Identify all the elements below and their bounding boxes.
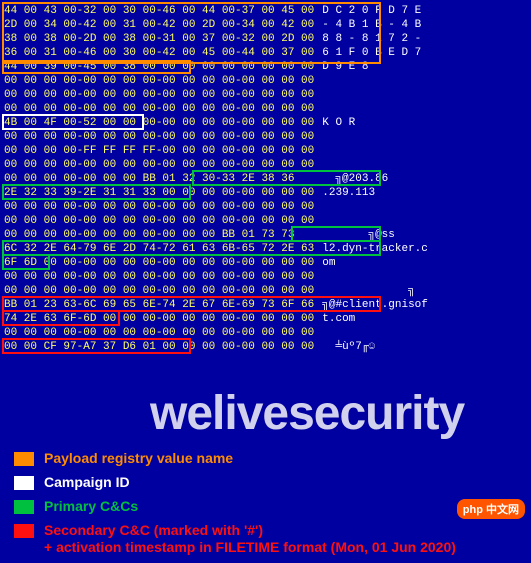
legend-row-orange: Payload registry value name [14, 450, 456, 467]
hex-row: 44 00 43 00-32 00 30 00-46 00 44 00-37 0… [4, 4, 527, 18]
legend-label-white: Campaign ID [44, 474, 130, 491]
hex-row: BB 01 23 63-6C 69 65 6E-74 2E 67 6E-69 7… [4, 298, 527, 312]
hex-bytes: 00 00 00 00-00 00 00 00-00 00 00 00-00 0… [4, 326, 314, 340]
hex-bytes: 00 00 CF 97-A7 37 D6 01 00 00 00 00-00 0… [4, 340, 314, 354]
ascii-text: t.com [322, 312, 355, 326]
legend-label-green: Primary C&Cs [44, 498, 138, 515]
hex-bytes: 00 00 00 00-00 00 00 00-00 00 00 00-00 0… [4, 158, 314, 172]
hex-row: 00 00 00 00-00 00 00 00-00 00 00 00-00 0… [4, 214, 527, 228]
hex-row: 2D 00 34 00-42 00 31 00-42 00 2D 00-34 0… [4, 18, 527, 32]
hex-row: 00 00 00 00-00 00 00 BB 01 32 30-33 2E 3… [4, 172, 527, 186]
ascii-text: l2.dyn-tracker.c [322, 242, 428, 256]
hex-bytes: 38 00 38 00-2D 00 38 00-31 00 37 00-32 0… [4, 32, 314, 46]
legend: Payload registry value name Campaign ID … [14, 450, 456, 563]
legend-row-green: Primary C&Cs [14, 498, 456, 515]
swatch-orange [14, 452, 34, 466]
hex-row: 00 00 00 00-00 00 00 00-00 00 00 00-00 0… [4, 88, 527, 102]
legend-row-white: Campaign ID [14, 474, 456, 491]
hex-row: 74 2E 63 6F-6D 00 00 00-00 00 00 00-00 0… [4, 312, 527, 326]
hex-bytes: 00 00 00 00-00 00 00 00-00 00 00 00-00 0… [4, 214, 314, 228]
ascii-text: ╗ [322, 284, 414, 298]
hex-bytes: 00 00 00 00-00 00 00 00-00 00 00 00-00 0… [4, 74, 314, 88]
hex-bytes: 44 00 39 00-45 00 38 00 00 00 00 00 00 0… [4, 60, 314, 74]
hex-bytes: 00 00 00 00-00 00 00 00-00 00 00 BB 01 7… [4, 228, 294, 242]
hex-row: 00 00 00 00-00 00 00 00-00 00 00 00-00 0… [4, 284, 527, 298]
hex-bytes: 2E 32 33 39-2E 31 31 33 00 00 00 00-00 0… [4, 186, 314, 200]
ascii-text: - 4 B 1 B - 4 B [322, 18, 421, 32]
watermark-text: welivesecurity [150, 386, 464, 441]
hex-row: 00 00 00 00-00 00 00 00-00 00 00 00-00 0… [4, 200, 527, 214]
hex-bytes: 00 00 00 00-00 00 00 00-00 00 00 00-00 0… [4, 130, 314, 144]
hex-row: 00 00 CF 97-A7 37 D6 01 00 00 00 00-00 0… [4, 340, 527, 354]
hex-bytes: 44 00 43 00-32 00 30 00-46 00 44 00-37 0… [4, 4, 314, 18]
swatch-white [14, 476, 34, 490]
hex-row: 00 00 00 00-00 00 00 00-00 00 00 BB 01 7… [4, 228, 527, 242]
hex-bytes: 00 00 00 00-00 00 00 BB 01 32 30-33 2E 3… [4, 172, 294, 186]
hex-bytes: 4B 00 4F 00-52 00 00 00-00 00 00 00-00 0… [4, 116, 314, 130]
hex-row: 38 00 38 00-2D 00 38 00-31 00 37 00-32 0… [4, 32, 527, 46]
hex-row: 00 00 00 00-00 00 00 00-00 00 00 00-00 0… [4, 74, 527, 88]
ascii-text: 6 1 F 0 B E D 7 [322, 46, 421, 60]
hex-bytes: 00 00 00 00-00 00 00 00-00 00 00 00-00 0… [4, 88, 314, 102]
hex-row: 00 00 00 00-00 00 00 00-00 00 00 00-00 0… [4, 158, 527, 172]
hex-row: 00 00 00 00-00 00 00 00-00 00 00 00-00 0… [4, 326, 527, 340]
hex-bytes: 00 00 00 00-00 00 00 00-00 00 00 00-00 0… [4, 200, 314, 214]
hex-bytes: 36 00 31 00-46 00 30 00-42 00 45 00-44 0… [4, 46, 314, 60]
ascii-text: D 9 E 8 [322, 60, 368, 74]
ascii-text: 8 8 - 8 1 7 2 - [322, 32, 421, 46]
hex-bytes: 6C 32 2E 64-79 6E 2D 74-72 61 63 6B-65 7… [4, 242, 314, 256]
ascii-text: .239.113 [322, 186, 375, 200]
ascii-text: ╧ùº7╓☺ [322, 340, 375, 354]
hex-row: 6C 32 2E 64-79 6E 2D 74-72 61 63 6B-65 7… [4, 242, 527, 256]
swatch-green [14, 500, 34, 514]
hex-row: 36 00 31 00-46 00 30 00-42 00 45 00-44 0… [4, 46, 527, 60]
hex-bytes: 00 00 00 00-FF FF FF FF-00 00 00 00-00 0… [4, 144, 314, 158]
legend-row-red: Secondary C&C (marked with '#')+ activat… [14, 522, 456, 556]
hex-bytes: 00 00 00 00-00 00 00 00-00 00 00 00-00 0… [4, 102, 314, 116]
hex-bytes: 00 00 00 00-00 00 00 00-00 00 00 00-00 0… [4, 270, 314, 284]
hex-bytes: 00 00 00 00-00 00 00 00-00 00 00 00-00 0… [4, 284, 314, 298]
hex-bytes: 2D 00 34 00-42 00 31 00-42 00 2D 00-34 0… [4, 18, 314, 32]
source-badge: php 中文网 [457, 499, 525, 519]
hex-row: 44 00 39 00-45 00 38 00 00 00 00 00 00 0… [4, 60, 527, 74]
swatch-red [14, 524, 34, 538]
ascii-text: om [322, 256, 335, 270]
ascii-text: ╗@203.86 [302, 172, 388, 186]
ascii-text: ╗@#client.gnisof [322, 298, 428, 312]
hex-bytes: 74 2E 63 6F-6D 00 00 00-00 00 00 00-00 0… [4, 312, 314, 326]
ascii-text: K O R [322, 116, 355, 130]
legend-label-red: Secondary C&C (marked with '#')+ activat… [44, 522, 456, 556]
hex-row: 2E 32 33 39-2E 31 31 33 00 00 00 00-00 0… [4, 186, 527, 200]
ascii-text: ╗@ss [302, 228, 394, 242]
hex-row: 00 00 00 00-00 00 00 00-00 00 00 00-00 0… [4, 102, 527, 116]
ascii-text: D C 2 0 F D 7 E [322, 4, 421, 18]
hex-row: 6F 6D 00 00-00 00 00 00-00 00 00 00-00 0… [4, 256, 527, 270]
hex-bytes: 6F 6D 00 00-00 00 00 00-00 00 00 00-00 0… [4, 256, 314, 270]
hex-row: 00 00 00 00-00 00 00 00-00 00 00 00-00 0… [4, 270, 527, 284]
hex-row: 00 00 00 00-FF FF FF FF-00 00 00 00-00 0… [4, 144, 527, 158]
legend-label-orange: Payload registry value name [44, 450, 233, 467]
hex-row: 00 00 00 00-00 00 00 00-00 00 00 00-00 0… [4, 130, 527, 144]
hex-bytes: BB 01 23 63-6C 69 65 6E-74 2E 67 6E-69 7… [4, 298, 314, 312]
hex-dump-panel: 44 00 43 00-32 00 30 00-46 00 44 00-37 0… [0, 0, 531, 354]
hex-row: 4B 00 4F 00-52 00 00 00-00 00 00 00-00 0… [4, 116, 527, 130]
